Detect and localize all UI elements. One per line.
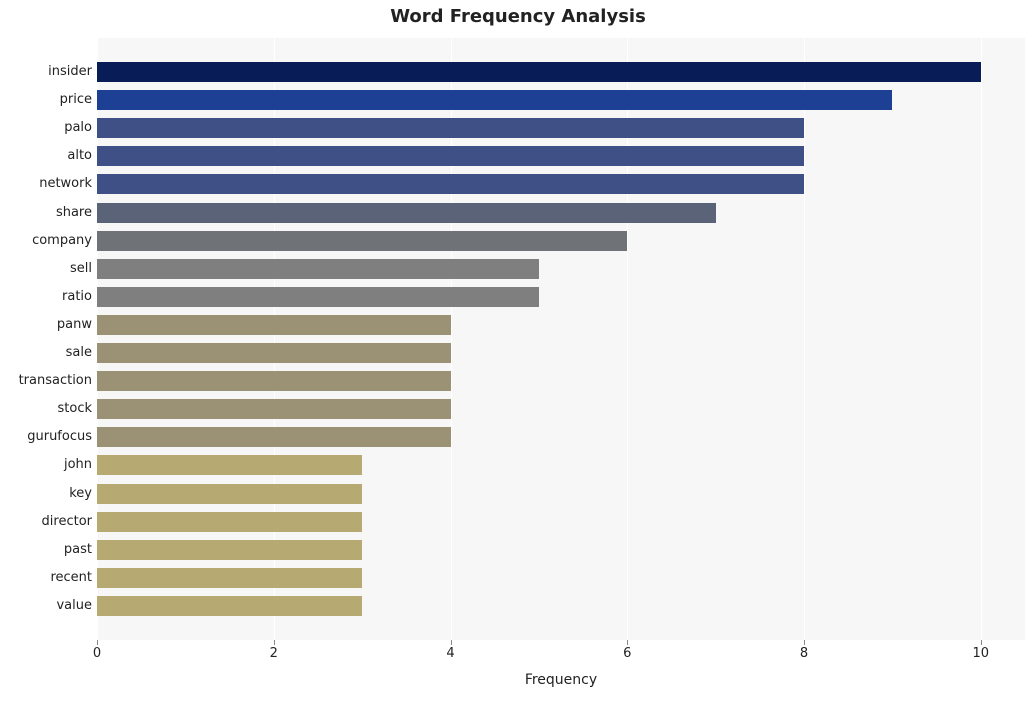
y-tick-label: sell bbox=[2, 259, 92, 279]
gridline bbox=[981, 38, 982, 640]
x-tick-label: 4 bbox=[446, 646, 454, 661]
gridline bbox=[804, 38, 805, 640]
x-tick-label: 10 bbox=[973, 646, 990, 661]
y-tick-label: price bbox=[2, 90, 92, 110]
bar bbox=[97, 231, 627, 251]
x-tick-label: 6 bbox=[623, 646, 631, 661]
y-tick-label: sale bbox=[2, 343, 92, 363]
x-tick-label: 2 bbox=[270, 646, 278, 661]
y-tick-label: director bbox=[2, 512, 92, 532]
bar bbox=[97, 90, 892, 110]
y-tick-label: company bbox=[2, 231, 92, 251]
bar bbox=[97, 259, 539, 279]
x-axis-title: Frequency bbox=[97, 672, 1025, 688]
bar bbox=[97, 484, 362, 504]
bar bbox=[97, 371, 451, 391]
bar bbox=[97, 146, 804, 166]
bar bbox=[97, 174, 804, 194]
y-tick-label: key bbox=[2, 484, 92, 504]
bar bbox=[97, 315, 451, 335]
y-tick-label: share bbox=[2, 203, 92, 223]
y-tick-label: alto bbox=[2, 146, 92, 166]
x-tick bbox=[97, 640, 98, 645]
x-tick bbox=[451, 640, 452, 645]
x-tick bbox=[627, 640, 628, 645]
bar bbox=[97, 399, 451, 419]
bar bbox=[97, 596, 362, 616]
y-tick-label: network bbox=[2, 174, 92, 194]
y-tick-label: past bbox=[2, 540, 92, 560]
x-tick bbox=[804, 640, 805, 645]
bar bbox=[97, 568, 362, 588]
y-tick-label: john bbox=[2, 455, 92, 475]
y-tick-label: ratio bbox=[2, 287, 92, 307]
x-tick bbox=[981, 640, 982, 645]
y-tick-label: value bbox=[2, 596, 92, 616]
bar bbox=[97, 427, 451, 447]
x-tick bbox=[274, 640, 275, 645]
plot-area bbox=[97, 38, 1025, 640]
x-tick-label: 8 bbox=[800, 646, 808, 661]
bar bbox=[97, 343, 451, 363]
bar bbox=[97, 118, 804, 138]
word-frequency-chart: Word Frequency Analysis insider price palo… bbox=[0, 0, 1036, 701]
bar bbox=[97, 512, 362, 532]
x-tick-label: 0 bbox=[93, 646, 101, 661]
bar bbox=[97, 287, 539, 307]
y-tick-label: palo bbox=[2, 118, 92, 138]
y-tick-label: stock bbox=[2, 399, 92, 419]
y-tick-label: gurufocus bbox=[2, 427, 92, 447]
y-tick-label: transaction bbox=[2, 371, 92, 391]
chart-title: Word Frequency Analysis bbox=[0, 6, 1036, 27]
bar bbox=[97, 203, 716, 223]
bar bbox=[97, 62, 981, 82]
y-tick-label: insider bbox=[2, 62, 92, 82]
y-tick-label: panw bbox=[2, 315, 92, 335]
bar bbox=[97, 455, 362, 475]
bar bbox=[97, 540, 362, 560]
y-tick-label: recent bbox=[2, 568, 92, 588]
